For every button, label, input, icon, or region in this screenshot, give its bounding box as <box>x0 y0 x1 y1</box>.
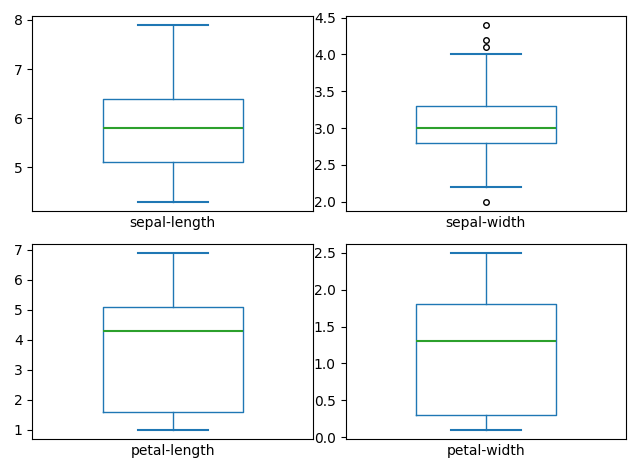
X-axis label: sepal-width: sepal-width <box>445 216 526 230</box>
X-axis label: sepal-length: sepal-length <box>130 216 216 230</box>
X-axis label: petal-width: petal-width <box>447 444 525 458</box>
X-axis label: petal-length: petal-length <box>131 444 215 458</box>
